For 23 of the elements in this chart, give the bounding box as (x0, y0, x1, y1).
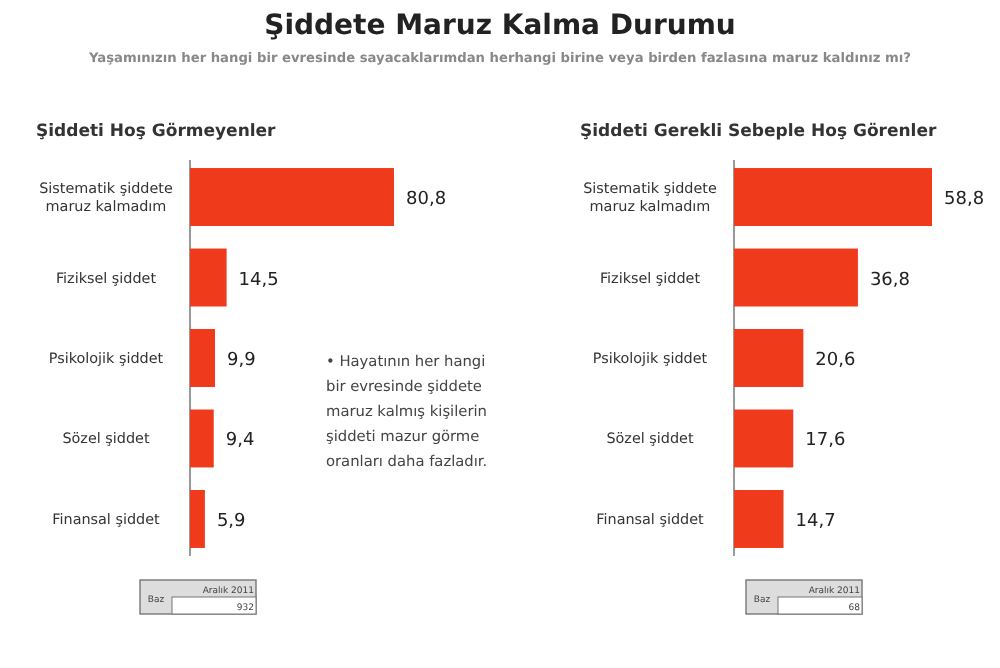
bar (734, 409, 794, 468)
bar (734, 248, 858, 307)
data-label: 17,6 (805, 431, 846, 452)
data-label: 9,9 (227, 351, 257, 371)
data-label: 5,9 (216, 511, 247, 532)
text: Şiddete Maruz Kalma Durumu (264, 10, 736, 42)
data-label: 36,8 (869, 270, 911, 291)
data-label: 20,6 (815, 351, 856, 371)
data-label: 14,5 (238, 270, 279, 291)
bar (734, 329, 804, 387)
bar (190, 168, 394, 226)
chart-title: Şiddeti Hoş Görmeyenler (36, 122, 278, 142)
data-label: 14,7 (795, 511, 836, 532)
data-label: 80,8 (406, 190, 447, 211)
bar (734, 168, 932, 226)
data-label: 9,4 (225, 431, 255, 452)
bar (190, 490, 205, 548)
bar (190, 329, 215, 387)
chart-title: Şiddeti Gerekli Sebeple Hoş Görenler (580, 122, 938, 142)
data-label: 58,8 (944, 190, 985, 211)
bar (734, 490, 784, 548)
bar (190, 248, 227, 307)
bar (190, 409, 214, 468)
